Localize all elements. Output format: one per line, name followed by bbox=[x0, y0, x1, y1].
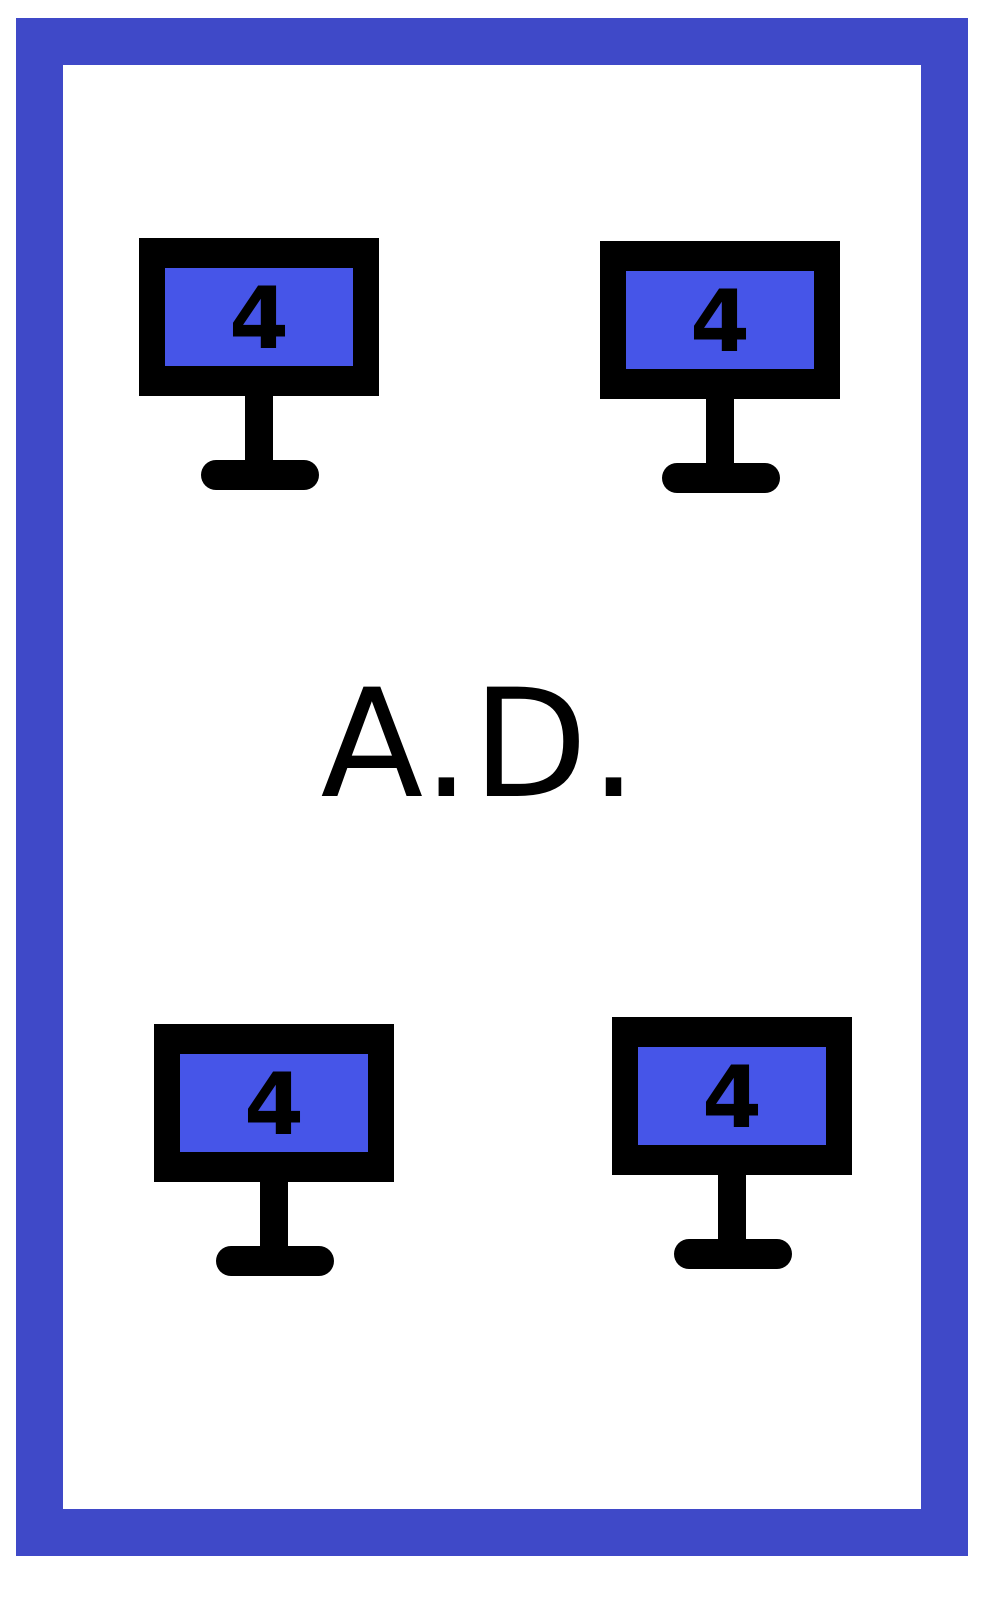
monitor-screen-label: 4 bbox=[244, 1055, 304, 1155]
monitor-graphic: 4 bbox=[612, 1017, 852, 1269]
monitor-graphic: 4 bbox=[154, 1024, 394, 1276]
monitor-graphic: 4 bbox=[600, 241, 840, 493]
monitor-screen-label: 4 bbox=[229, 269, 289, 369]
monitor-icon: 4 bbox=[600, 241, 844, 499]
monitor-screen-label: 4 bbox=[690, 272, 750, 372]
monitor-screen-label: 4 bbox=[702, 1048, 762, 1148]
monitor-graphic: 4 bbox=[139, 238, 379, 490]
monitor-icon: 4 bbox=[612, 1017, 856, 1275]
center-label: A.D. bbox=[320, 658, 640, 832]
monitor-icon: 4 bbox=[139, 238, 383, 496]
monitor-icon: 4 bbox=[154, 1024, 398, 1282]
